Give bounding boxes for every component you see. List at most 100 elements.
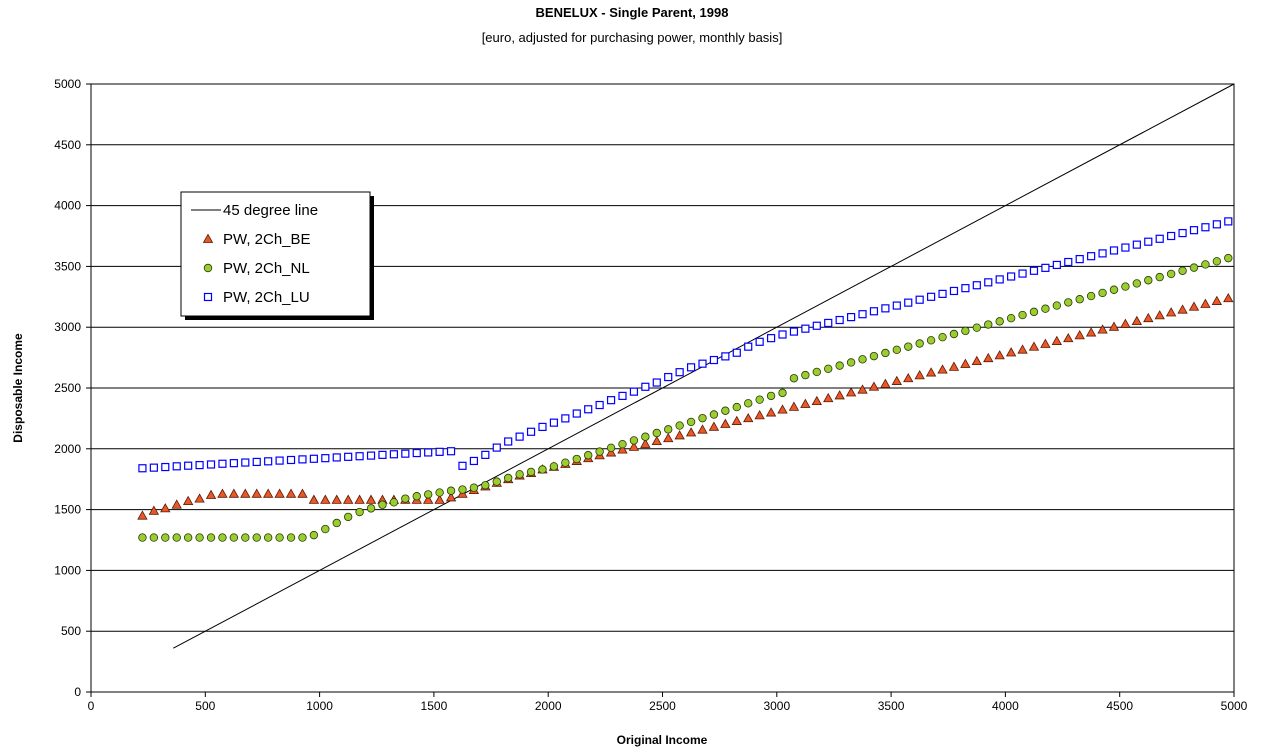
square-marker <box>869 307 879 316</box>
triangle-marker <box>880 378 891 388</box>
circle-marker <box>481 481 490 490</box>
square-marker <box>481 450 490 459</box>
square-marker <box>949 286 959 296</box>
square-marker <box>915 295 924 304</box>
square-marker <box>584 405 593 414</box>
circle-marker <box>835 361 844 370</box>
circle-marker <box>458 485 467 494</box>
triangle-marker <box>960 358 971 368</box>
y-tick-label: 0 <box>74 685 81 699</box>
square-marker <box>789 327 799 336</box>
triangle-marker <box>743 412 754 423</box>
triangle-marker <box>868 381 880 391</box>
triangle-marker <box>697 424 708 434</box>
y-tick-label: 4000 <box>54 199 81 213</box>
x-tick-label: 1000 <box>306 699 333 713</box>
circle-marker <box>801 370 810 380</box>
circle-marker <box>435 488 444 497</box>
triangle-marker <box>994 350 1005 360</box>
circle-marker <box>1155 272 1164 282</box>
triangle-marker <box>800 398 811 408</box>
triangle-marker <box>228 488 240 498</box>
triangle-marker <box>685 427 697 437</box>
x-tick-label: 1500 <box>421 699 448 713</box>
square-marker <box>846 313 856 322</box>
circle-marker <box>629 436 639 445</box>
triangle-marker <box>148 505 160 515</box>
circle-marker <box>961 326 970 336</box>
circle-marker <box>995 317 1004 326</box>
triangle-marker <box>788 401 800 411</box>
circle-marker <box>206 533 216 542</box>
square-marker <box>1029 266 1039 275</box>
circle-marker <box>1041 304 1050 313</box>
circle-marker <box>355 507 364 517</box>
circle-marker <box>503 473 513 483</box>
triangle-marker <box>914 370 925 380</box>
triangle-marker <box>663 432 674 443</box>
x-tick-label: 0 <box>88 699 95 713</box>
triangle-marker <box>811 395 822 406</box>
square-marker <box>549 418 559 427</box>
circle-marker <box>1224 253 1233 263</box>
triangle-marker <box>274 488 285 498</box>
square-marker <box>744 342 753 351</box>
triangle-marker <box>1211 295 1223 305</box>
square-marker <box>298 455 307 464</box>
y-tick-label: 500 <box>61 624 81 638</box>
triangle-marker <box>1040 338 1051 348</box>
triangle-marker <box>240 488 251 498</box>
circle-marker <box>892 345 902 355</box>
circle-marker <box>606 443 616 453</box>
square-marker <box>206 460 216 469</box>
square-marker <box>538 422 547 432</box>
circle-marker <box>321 524 330 534</box>
circle-marker <box>675 421 684 430</box>
square-marker <box>412 448 421 458</box>
triangle-marker <box>342 494 354 504</box>
triangle-marker <box>434 494 445 504</box>
square-marker <box>366 451 376 460</box>
triangle-marker <box>365 494 377 504</box>
square-marker <box>138 464 147 473</box>
circle-marker <box>275 533 284 542</box>
circle-marker <box>515 470 524 479</box>
square-marker <box>469 456 479 466</box>
x-tick-label: 500 <box>195 699 215 713</box>
circle-marker <box>401 494 410 503</box>
square-marker <box>1018 269 1027 278</box>
square-marker <box>686 363 696 372</box>
square-marker <box>321 454 330 463</box>
square-marker <box>492 443 501 452</box>
square-marker <box>709 355 719 365</box>
square-marker <box>149 463 158 472</box>
circle-marker <box>446 486 456 495</box>
square-marker <box>824 318 833 328</box>
square-marker <box>161 462 170 472</box>
triangle-marker <box>731 415 742 425</box>
circle-marker <box>709 410 719 419</box>
triangle-marker <box>1188 301 1200 311</box>
legend-label: PW, 2Ch_NL <box>223 260 310 277</box>
circle-marker <box>904 342 913 351</box>
circle-marker <box>1178 266 1187 275</box>
triangle-marker <box>1108 321 1120 331</box>
circle-marker <box>298 533 307 542</box>
circle-marker <box>203 263 213 273</box>
square-marker <box>1098 249 1107 258</box>
y-tick-label: 2000 <box>54 442 81 456</box>
circle-marker <box>778 388 787 398</box>
circle-marker <box>412 492 421 501</box>
square-marker <box>184 461 193 470</box>
triangle-marker <box>617 444 628 454</box>
circle-marker <box>538 465 547 474</box>
y-tick-label: 3000 <box>54 320 81 334</box>
y-tick-label: 1500 <box>54 503 81 517</box>
circle-marker <box>286 533 296 542</box>
square-marker <box>835 315 844 325</box>
circle-marker <box>732 402 741 412</box>
circle-marker <box>812 367 822 377</box>
triangle-marker <box>423 494 434 504</box>
square-marker <box>618 391 627 401</box>
